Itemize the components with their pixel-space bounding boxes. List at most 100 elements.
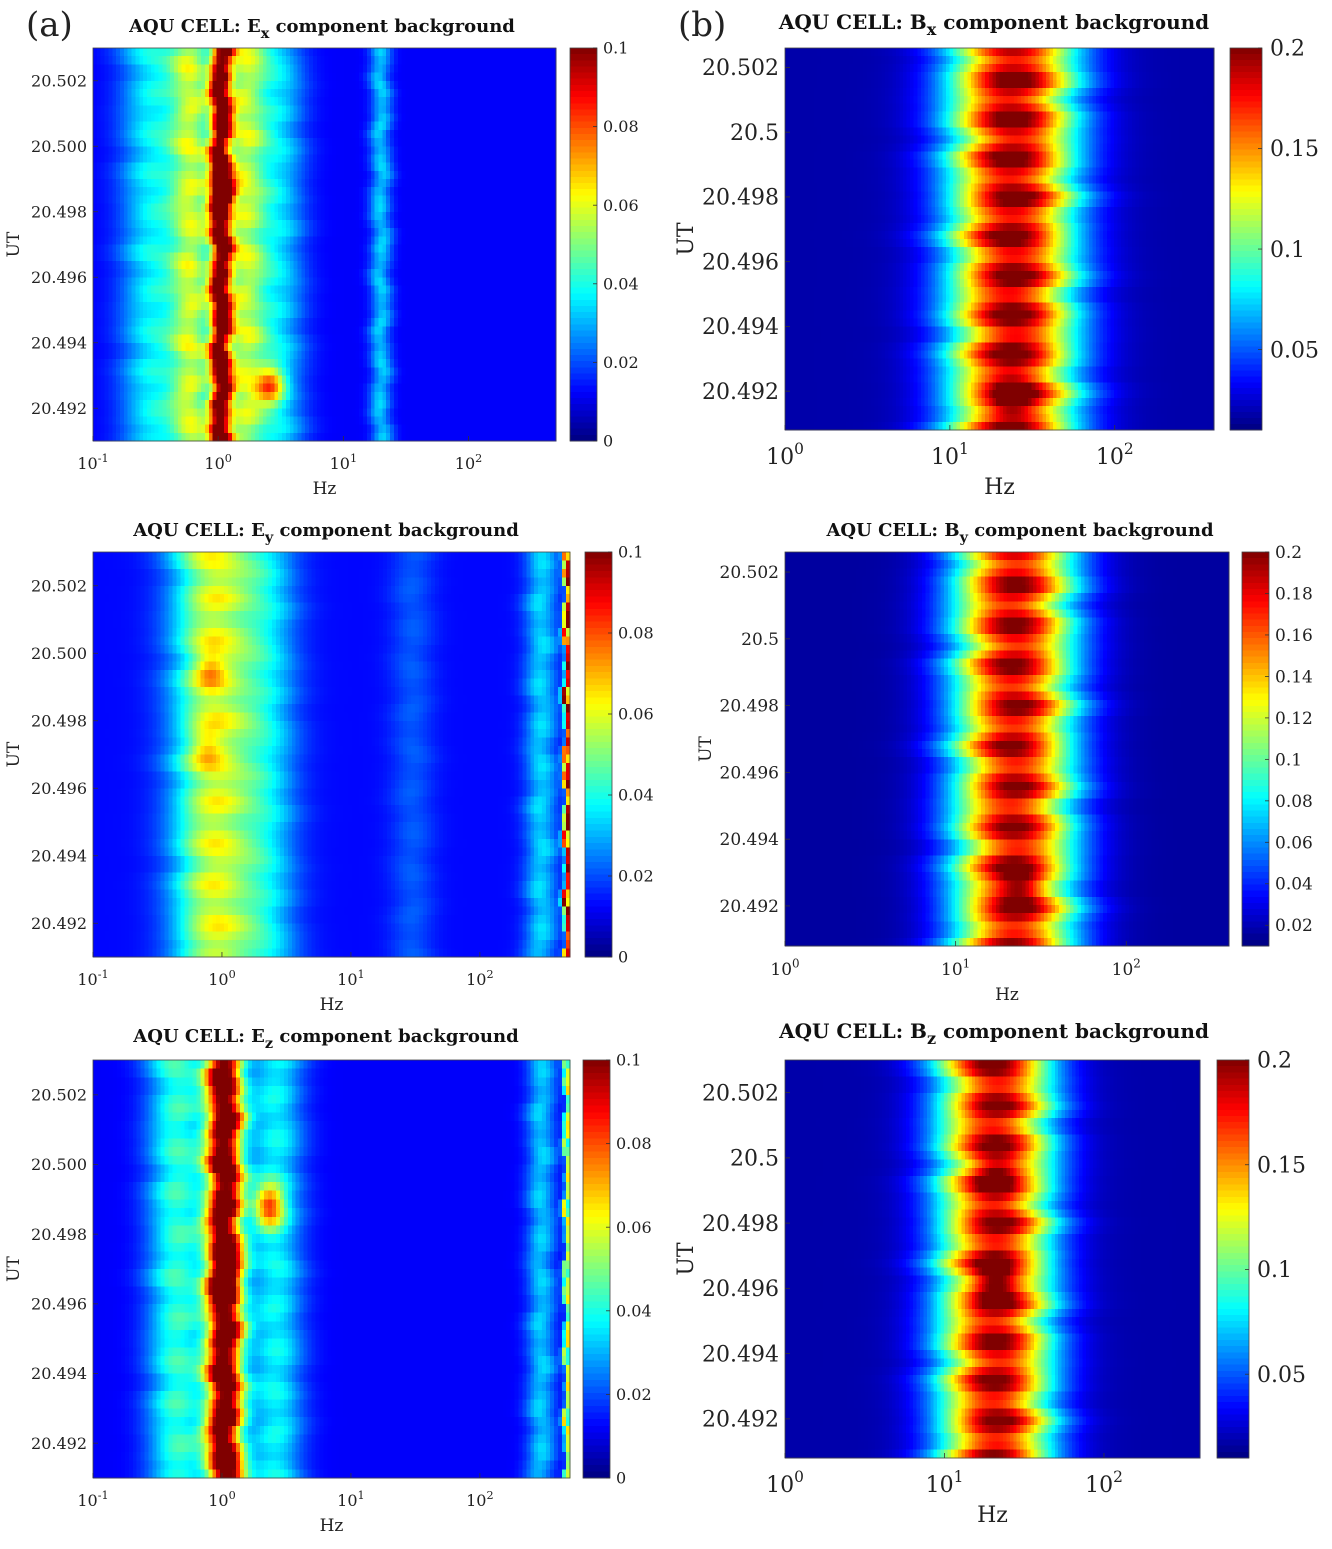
- heatmap-cell: [131, 48, 137, 57]
- heatmap-cell: [386, 88, 391, 98]
- heatmap-cell: [390, 416, 395, 426]
- heatmap-cell: [378, 285, 383, 295]
- heatmap-cell: [285, 170, 291, 180]
- heatmap-cell: [220, 269, 225, 278]
- heatmap-cell: [185, 97, 191, 106]
- heatmap-cell: [339, 138, 345, 147]
- heatmap-cell: [258, 195, 264, 205]
- heatmap-cell: [386, 350, 391, 360]
- heatmap-cell: [355, 97, 360, 106]
- heatmap-cell: [440, 244, 445, 254]
- heatmap-cell: [239, 72, 245, 82]
- heatmap-cell: [108, 121, 113, 131]
- heatmap-cell: [440, 129, 445, 139]
- heatmap-cell: [444, 342, 449, 352]
- heatmap-cell: [413, 187, 418, 196]
- heatmap-cell: [147, 121, 152, 131]
- heatmap-cell: [355, 350, 360, 360]
- heatmap-cell: [301, 334, 306, 344]
- heatmap-cell: [351, 121, 356, 131]
- heatmap-cell: [104, 162, 110, 172]
- heatmap-cell: [235, 359, 241, 368]
- heatmap-cell: [147, 310, 152, 319]
- heatmap-cell: [216, 310, 221, 319]
- heatmap-cell: [424, 72, 430, 82]
- heatmap-cell: [235, 277, 241, 287]
- heatmap-cell: [490, 48, 495, 57]
- heatmap-cell: [216, 432, 221, 442]
- heatmap-cell: [424, 277, 430, 287]
- heatmap-cell: [150, 187, 156, 196]
- heatmap-cell: [328, 88, 333, 98]
- heatmap-cell: [216, 293, 221, 303]
- heatmap-cell: [274, 187, 279, 196]
- heatmap-cell: [270, 56, 275, 65]
- heatmap-cell: [451, 416, 457, 426]
- heatmap-cell: [467, 170, 472, 180]
- heatmap-cell: [282, 179, 287, 188]
- heatmap-cell: [301, 113, 306, 123]
- heatmap-cell: [312, 277, 318, 287]
- heatmap-cell: [255, 211, 260, 221]
- heatmap-cell: [482, 211, 488, 221]
- heatmap-cell: [397, 138, 403, 147]
- heatmap-cell: [120, 72, 125, 82]
- heatmap-cell: [108, 285, 113, 295]
- heatmap-cell: [374, 187, 380, 196]
- heatmap-cell: [305, 179, 310, 188]
- heatmap-cell: [123, 383, 129, 393]
- heatmap-cell: [355, 424, 360, 434]
- heatmap-cell: [258, 179, 264, 188]
- heatmap-cell: [336, 146, 341, 156]
- heatmap-cell: [482, 195, 488, 205]
- heatmap-cell: [185, 187, 191, 196]
- heatmap-cell: [355, 236, 360, 246]
- heatmap-cell: [274, 260, 279, 270]
- heatmap-cell: [150, 211, 156, 221]
- heatmap-cell: [305, 80, 310, 90]
- heatmap-cell: [289, 219, 295, 229]
- heatmap-cell: [131, 383, 137, 393]
- heatmap-cell: [270, 310, 275, 319]
- heatmap-cell: [278, 236, 283, 246]
- heatmap-cell: [444, 350, 449, 360]
- heatmap-cell: [463, 211, 468, 221]
- heatmap-cell: [100, 269, 106, 278]
- heatmap-cell: [467, 391, 472, 401]
- heatmap-cell: [305, 359, 310, 368]
- heatmap-cell: [93, 391, 98, 401]
- heatmap-cell: [96, 146, 102, 156]
- heatmap-cell: [339, 72, 345, 82]
- heatmap-cell: [181, 342, 187, 352]
- heatmap-cell: [482, 138, 488, 147]
- heatmap-cell: [351, 252, 356, 262]
- heatmap-cell: [201, 154, 206, 164]
- heatmap-cell: [274, 88, 279, 98]
- heatmap-cell: [216, 367, 221, 377]
- heatmap-cell: [289, 138, 295, 147]
- heatmap-cell: [328, 97, 333, 106]
- heatmap-cell: [401, 252, 407, 262]
- heatmap-cell: [278, 269, 283, 278]
- heatmap-cell: [432, 252, 437, 262]
- heatmap-cell: [351, 318, 356, 327]
- heatmap-cell: [413, 72, 418, 82]
- heatmap-cell: [320, 285, 326, 295]
- heatmap-cell: [347, 285, 353, 295]
- heatmap-cell: [339, 424, 345, 434]
- heatmap-cell: [216, 400, 221, 409]
- heatmap-cell: [162, 334, 167, 344]
- heatmap-cell: [181, 236, 187, 246]
- heatmap-cell: [185, 277, 191, 287]
- heatmap-cell: [363, 80, 368, 90]
- heatmap-cell: [96, 195, 102, 205]
- heatmap-cell: [201, 318, 206, 327]
- heatmap-cell: [154, 285, 160, 295]
- heatmap-cell: [390, 383, 395, 393]
- heatmap-cell: [309, 64, 314, 74]
- heatmap-cell: [112, 170, 117, 180]
- heatmap-cell: [231, 367, 237, 377]
- heatmap-cell: [212, 260, 218, 270]
- heatmap-cell: [490, 138, 495, 147]
- heatmap-cell: [417, 154, 422, 164]
